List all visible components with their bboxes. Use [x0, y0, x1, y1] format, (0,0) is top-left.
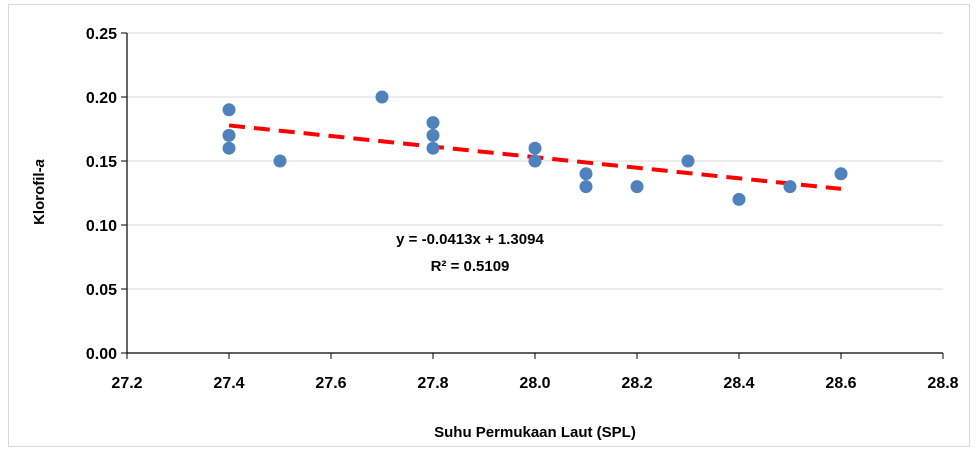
y-tick-label: 0.20 — [86, 90, 117, 107]
axes — [121, 32, 944, 359]
data-point — [222, 141, 236, 155]
data-point — [375, 90, 389, 104]
data-point — [426, 116, 440, 130]
data-point — [732, 192, 746, 206]
y-tick-label: 0.00 — [86, 346, 117, 363]
data-point — [528, 141, 542, 155]
data-point — [579, 167, 593, 181]
tick-labels: 0.00 0.05 0.10 0.15 0.20 0.25 27.2 27.4 27.6 27.8… — [86, 26, 959, 392]
y-axis-title: Klorofil-a — [31, 159, 48, 225]
y-axis-title-main: Klorofil- — [31, 167, 48, 225]
data-points — [222, 90, 848, 206]
y-axis-title-italic: a — [31, 159, 48, 167]
data-point — [681, 154, 695, 168]
x-tick-label: 27.2 — [111, 375, 142, 392]
equation-label: y = -0.0413x + 1.3094 — [396, 231, 544, 248]
x-tick-label: 28.0 — [519, 375, 550, 392]
data-point — [222, 103, 236, 117]
grid-lines — [127, 32, 943, 290]
annotations: y = -0.0413x + 1.3094 R² = 0.5109 — [396, 231, 544, 275]
data-point — [426, 128, 440, 142]
y-tick-label: 0.10 — [86, 218, 117, 235]
x-tick-label: 27.6 — [315, 375, 346, 392]
y-tick-label: 0.15 — [86, 154, 117, 171]
data-point — [630, 180, 644, 194]
x-tick-label: 28.6 — [825, 375, 856, 392]
data-point — [834, 167, 848, 181]
x-tick-label: 28.2 — [621, 375, 652, 392]
x-tick-label: 27.4 — [213, 375, 244, 392]
r-squared-label: R² = 0.5109 — [431, 258, 510, 275]
x-tick-label: 28.8 — [927, 375, 958, 392]
x-tick-label: 28.4 — [723, 375, 754, 392]
data-point — [426, 141, 440, 155]
data-point — [528, 154, 542, 168]
data-point — [579, 180, 593, 194]
data-point — [783, 180, 797, 194]
x-axis-title: Suhu Permukaan Laut (SPL) — [434, 424, 636, 441]
y-tick-label: 0.05 — [86, 282, 117, 299]
x-tick-label: 27.8 — [417, 375, 448, 392]
data-point — [222, 128, 236, 142]
data-point — [273, 154, 287, 168]
y-tick-label: 0.25 — [86, 26, 117, 43]
